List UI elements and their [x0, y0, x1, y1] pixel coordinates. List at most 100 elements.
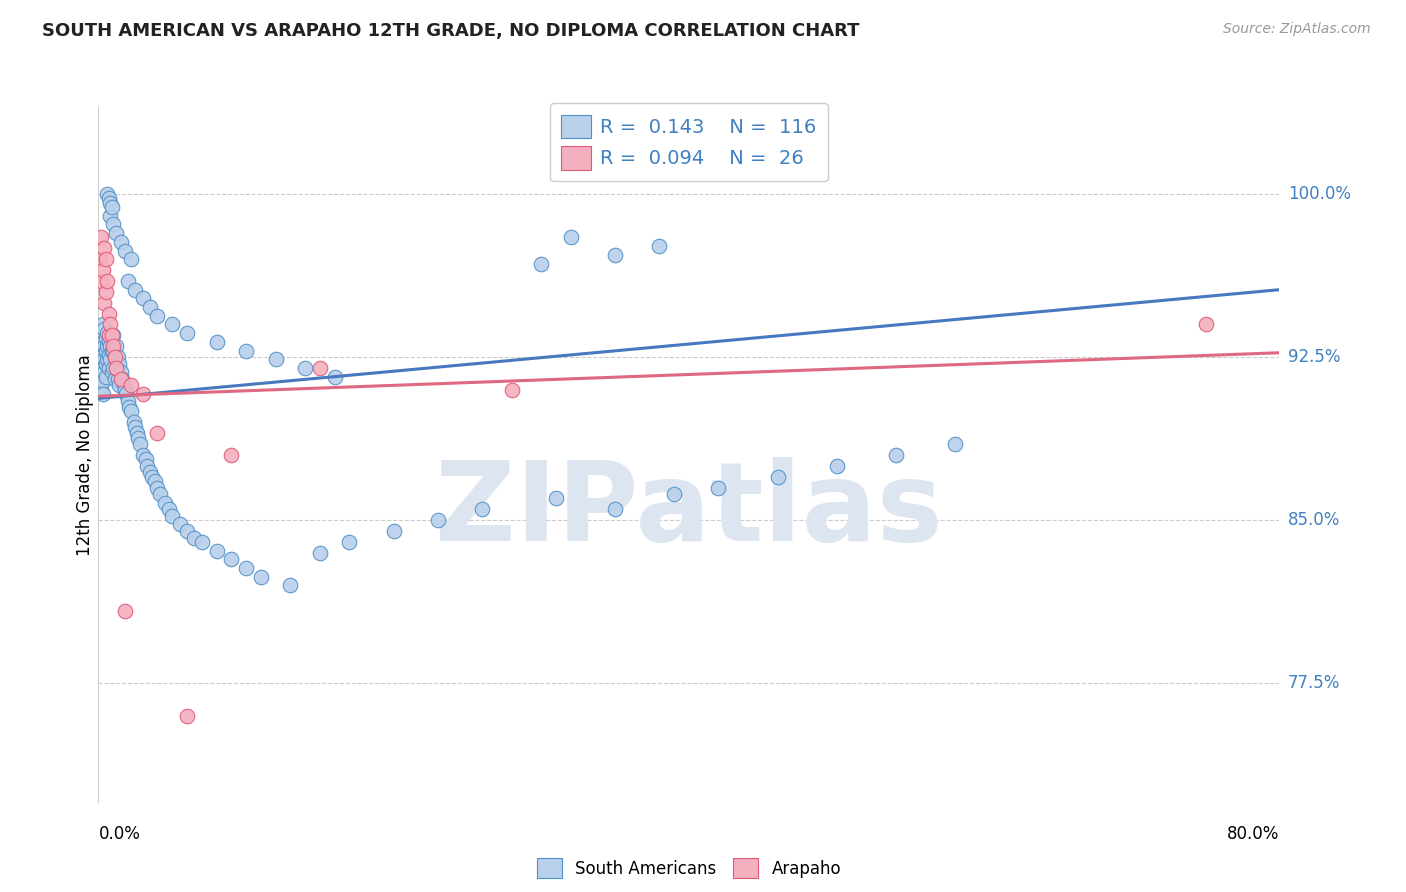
Point: [103, 360, 125, 375]
Point: [90, 230, 112, 244]
Point: [162, 318, 183, 332]
Point: [98, 195, 121, 210]
Point: [118, 400, 141, 414]
Point: [94, 252, 117, 267]
Point: [90, 343, 112, 358]
Text: 0.0%: 0.0%: [98, 825, 141, 843]
Point: [97, 334, 120, 349]
Point: [605, 502, 627, 516]
Point: [97, 328, 120, 343]
Point: [125, 426, 148, 441]
Point: [108, 357, 131, 371]
Point: [471, 502, 494, 516]
Point: [501, 383, 523, 397]
Point: [149, 487, 172, 501]
Point: [560, 230, 582, 244]
Point: [110, 365, 132, 379]
Point: [183, 531, 205, 545]
Point: [707, 481, 730, 495]
Point: [114, 244, 136, 258]
Point: [93, 241, 115, 255]
Point: [94, 285, 117, 299]
Point: [97, 348, 120, 362]
Point: [90, 357, 112, 371]
Point: [91, 374, 114, 388]
Text: 100.0%: 100.0%: [1288, 185, 1351, 203]
Point: [120, 404, 142, 418]
Point: [146, 309, 169, 323]
Legend: South Americans, Arapaho: South Americans, Arapaho: [530, 851, 848, 885]
Point: [127, 430, 149, 444]
Point: [111, 372, 134, 386]
Point: [139, 465, 162, 479]
Point: [124, 283, 146, 297]
Point: [96, 339, 118, 353]
Point: [110, 372, 132, 386]
Point: [93, 295, 115, 310]
Point: [100, 200, 122, 214]
Point: [91, 263, 114, 277]
Point: [943, 437, 966, 451]
Point: [120, 378, 142, 392]
Point: [98, 209, 121, 223]
Point: [114, 383, 136, 397]
Point: [427, 513, 450, 527]
Point: [105, 226, 128, 240]
Point: [136, 458, 159, 473]
Point: [112, 378, 135, 392]
Point: [93, 339, 115, 353]
Point: [117, 393, 139, 408]
Point: [605, 248, 627, 262]
Point: [103, 339, 125, 353]
Point: [219, 448, 242, 462]
Point: [169, 517, 191, 532]
Point: [94, 357, 117, 371]
Point: [132, 387, 155, 401]
Point: [191, 534, 214, 549]
Point: [93, 322, 115, 336]
Point: [100, 343, 122, 358]
Point: [176, 326, 198, 340]
Point: [382, 524, 405, 538]
Point: [132, 291, 155, 305]
Text: 77.5%: 77.5%: [1288, 674, 1340, 692]
Point: [884, 448, 907, 462]
Point: [105, 360, 128, 375]
Point: [309, 360, 332, 375]
Point: [648, 239, 671, 253]
Point: [91, 360, 114, 375]
Point: [104, 372, 127, 386]
Point: [90, 383, 112, 397]
Point: [825, 458, 848, 473]
Point: [89, 252, 111, 267]
Point: [323, 369, 346, 384]
Point: [91, 334, 114, 349]
Point: [141, 469, 163, 483]
Point: [94, 330, 117, 344]
Point: [96, 326, 118, 340]
Point: [90, 369, 112, 384]
Point: [107, 372, 129, 386]
Point: [96, 274, 118, 288]
Point: [153, 496, 176, 510]
Point: [530, 257, 553, 271]
Point: [91, 387, 114, 401]
Point: [117, 274, 139, 288]
Point: [766, 469, 789, 483]
Point: [1195, 318, 1218, 332]
Point: [128, 437, 150, 451]
Point: [91, 318, 114, 332]
Text: 85.0%: 85.0%: [1288, 511, 1340, 529]
Point: [105, 339, 128, 353]
Point: [103, 218, 125, 232]
Point: [115, 387, 138, 401]
Point: [143, 474, 166, 488]
Point: [205, 334, 228, 349]
Point: [104, 350, 127, 364]
Text: ZIPatlas: ZIPatlas: [434, 457, 943, 564]
Point: [89, 350, 111, 364]
Point: [108, 378, 131, 392]
Point: [176, 524, 198, 538]
Point: [114, 604, 136, 618]
Point: [235, 561, 257, 575]
